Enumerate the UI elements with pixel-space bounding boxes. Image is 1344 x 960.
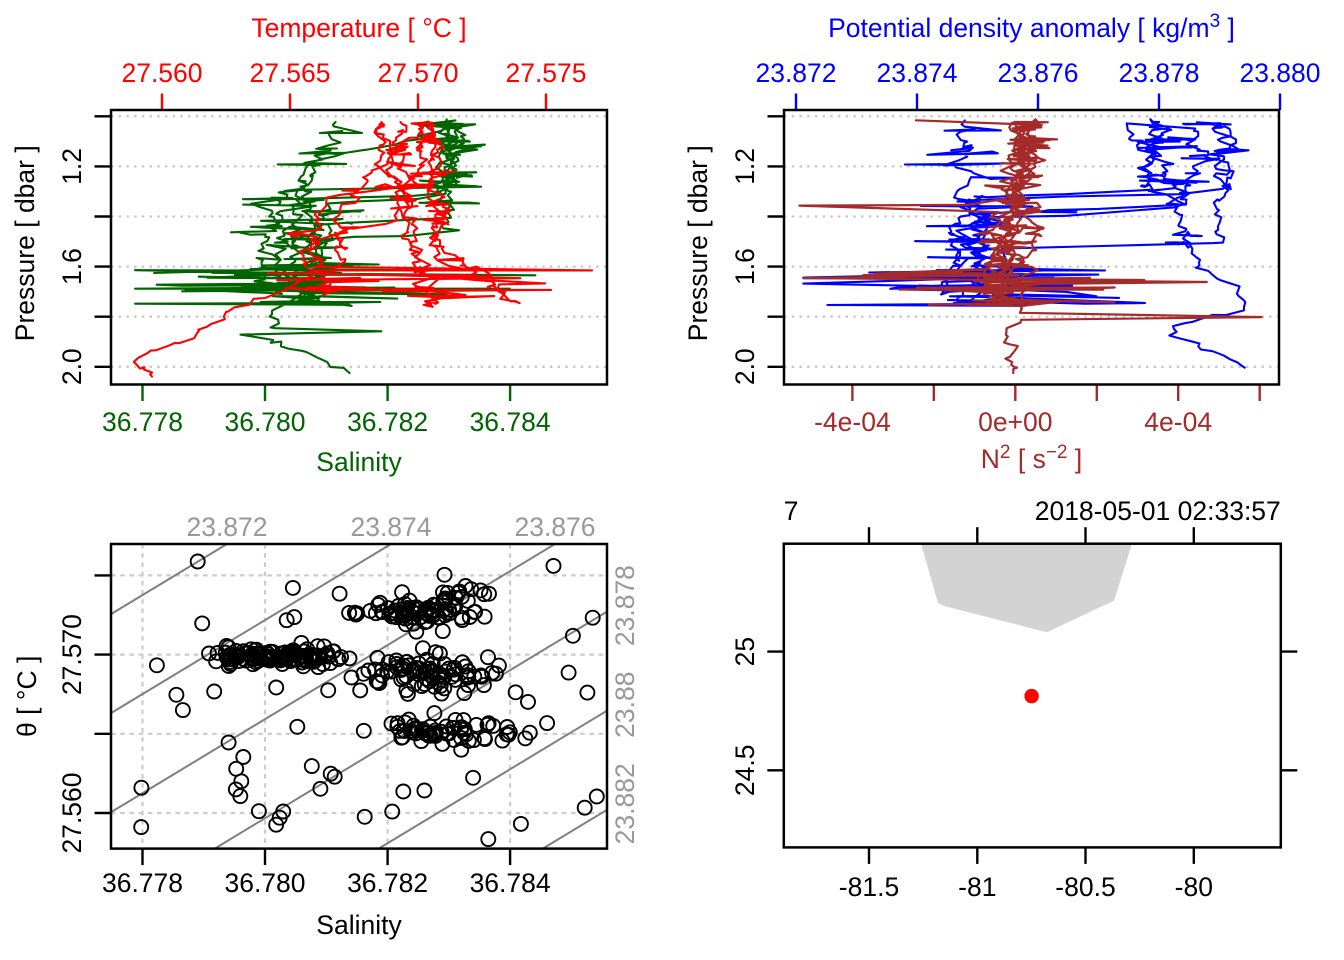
svg-text:23.88: 23.88 [610, 672, 640, 738]
svg-text:36.780: 36.780 [224, 407, 305, 437]
svg-text:27.570: 27.570 [57, 614, 87, 695]
svg-text:1.2: 1.2 [57, 148, 87, 185]
svg-text:23.872: 23.872 [755, 58, 836, 88]
svg-text:27.565: 27.565 [249, 58, 330, 88]
svg-text:0e+00: 0e+00 [978, 407, 1052, 437]
svg-text:23.874: 23.874 [350, 512, 431, 542]
svg-text:-80.5: -80.5 [1055, 872, 1115, 902]
svg-text:-80: -80 [1175, 872, 1213, 902]
svg-text:2.0: 2.0 [730, 348, 760, 385]
svg-text:23.876: 23.876 [514, 512, 595, 542]
svg-text:23.878: 23.878 [610, 565, 640, 646]
svg-text:1.6: 1.6 [730, 248, 760, 285]
svg-text:Temperature [ °C ]: Temperature [ °C ] [251, 13, 466, 43]
svg-text:Salinity: Salinity [316, 447, 402, 477]
svg-text:Pressure [ dbar ]: Pressure [ dbar ] [10, 145, 40, 341]
svg-text:23.880: 23.880 [1239, 58, 1320, 88]
svg-text:27.575: 27.575 [505, 58, 586, 88]
svg-text:7: 7 [784, 496, 799, 526]
svg-text:θ [ °C ]: θ [ °C ] [12, 656, 42, 737]
svg-text:36.784: 36.784 [470, 407, 551, 437]
svg-text:4e-04: 4e-04 [1144, 407, 1212, 437]
svg-text:23.878: 23.878 [1118, 58, 1199, 88]
svg-text:23.874: 23.874 [876, 58, 957, 88]
svg-text:N2 [ s−2 ]: N2 [ s−2 ] [981, 442, 1082, 474]
svg-text:27.570: 27.570 [377, 58, 458, 88]
svg-text:23.876: 23.876 [997, 58, 1078, 88]
svg-text:36.778: 36.778 [102, 868, 183, 898]
svg-text:23.882: 23.882 [610, 763, 640, 844]
svg-text:36.784: 36.784 [470, 868, 551, 898]
svg-text:23.872: 23.872 [186, 512, 267, 542]
svg-text:1.2: 1.2 [730, 148, 760, 185]
svg-text:36.778: 36.778 [102, 407, 183, 437]
svg-text:Potential density anomaly [ kg: Potential density anomaly [ kg/m3 ] [828, 11, 1235, 43]
svg-text:-4e-04: -4e-04 [814, 407, 891, 437]
svg-text:27.560: 27.560 [121, 58, 202, 88]
svg-text:2018-05-01 02:33:57: 2018-05-01 02:33:57 [1035, 496, 1281, 526]
svg-text:1.6: 1.6 [57, 248, 87, 285]
svg-text:-81: -81 [958, 872, 996, 902]
svg-text:-81.5: -81.5 [839, 872, 899, 902]
svg-text:Salinity: Salinity [316, 910, 402, 940]
svg-text:24.5: 24.5 [730, 745, 760, 797]
svg-text:2.0: 2.0 [57, 348, 87, 385]
svg-text:Pressure [ dbar ]: Pressure [ dbar ] [683, 145, 713, 341]
svg-text:36.780: 36.780 [224, 868, 305, 898]
svg-text:36.782: 36.782 [347, 407, 428, 437]
svg-text:36.782: 36.782 [347, 868, 428, 898]
svg-text:27.560: 27.560 [57, 772, 87, 853]
svg-text:25: 25 [730, 637, 760, 666]
